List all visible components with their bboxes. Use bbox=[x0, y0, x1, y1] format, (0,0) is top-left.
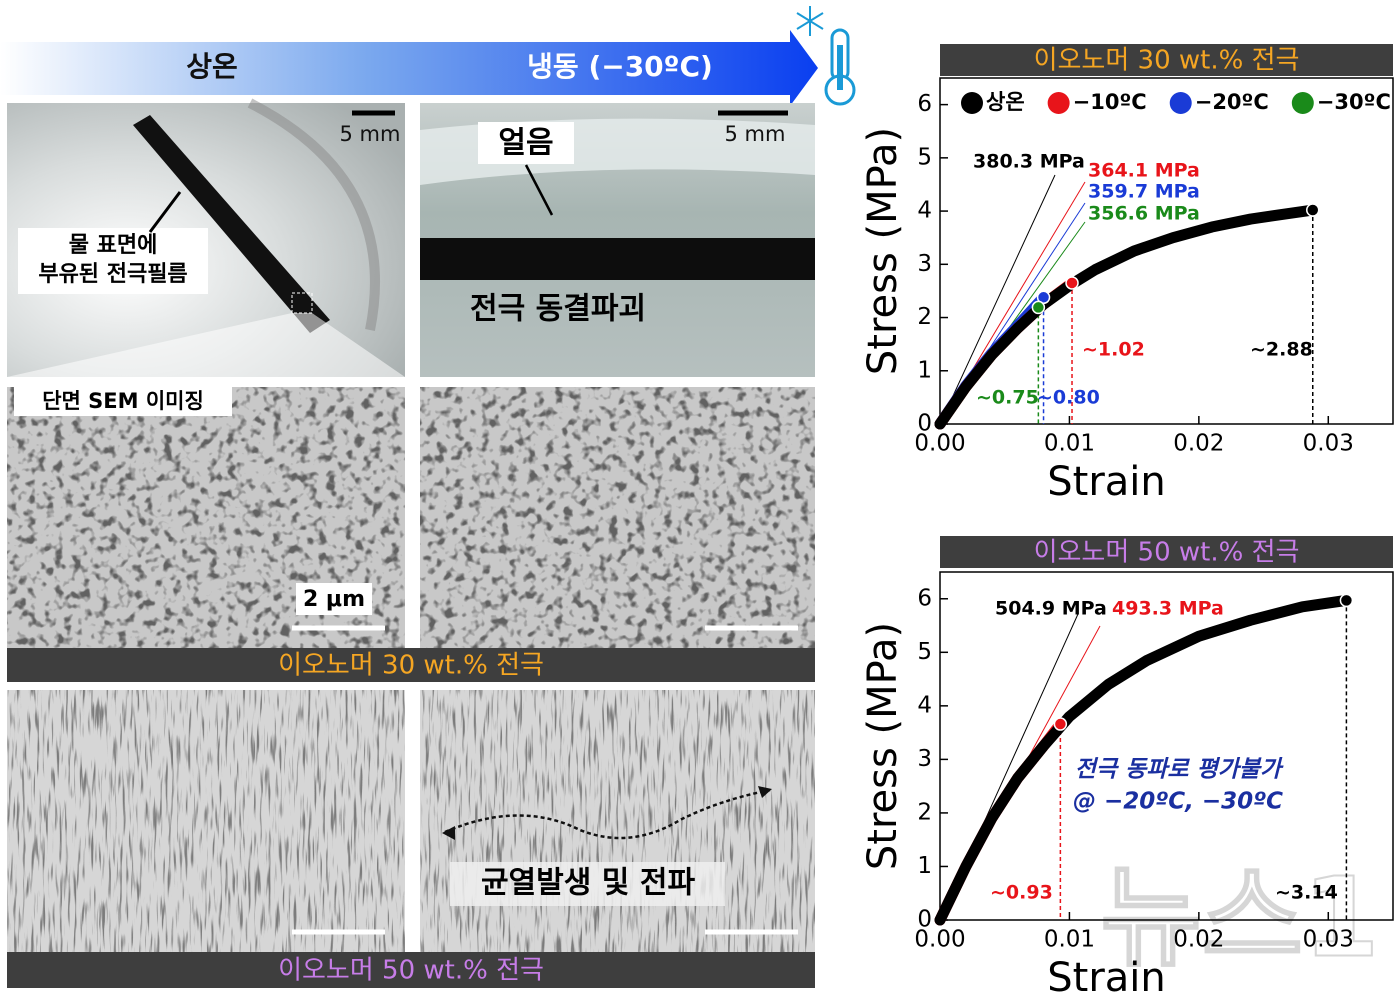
strain-label: ~3.14 bbox=[1275, 882, 1338, 904]
sem-label: 단면 SEM 이미징 bbox=[42, 389, 204, 413]
x-tick-label: 0.03 bbox=[1303, 431, 1354, 457]
modulus-line bbox=[939, 174, 1056, 425]
y-axis-label: Stress (MPa) bbox=[860, 622, 906, 870]
crack-label: 균열발생 및 전파 bbox=[481, 866, 695, 901]
pointer-arrow bbox=[148, 191, 182, 233]
band-label: 이오노머 30 wt.% 전극 bbox=[278, 651, 544, 681]
end-point bbox=[1339, 593, 1354, 608]
legend-label: −10ºC bbox=[1073, 90, 1147, 114]
legend-label: −20ºC bbox=[1195, 90, 1269, 114]
x-tick-label: 0.02 bbox=[1173, 927, 1224, 953]
chart-title: 이오노머 50 wt.% 전극 bbox=[1034, 538, 1300, 568]
modulus-label: 493.3 MPa bbox=[1112, 598, 1224, 620]
sem-scale-label: 2 μm bbox=[303, 587, 365, 612]
arrowhead bbox=[442, 826, 455, 840]
sem-scale-box bbox=[296, 583, 372, 615]
ice-label: 얼음 bbox=[498, 126, 553, 161]
y-tick-label: 4 bbox=[917, 692, 932, 718]
y-tick-label: 2 bbox=[917, 304, 932, 330]
caption-box bbox=[18, 228, 208, 294]
end-point bbox=[1065, 276, 1079, 290]
y-tick-label: 1 bbox=[917, 357, 932, 383]
electrode-film bbox=[133, 115, 330, 333]
legend-label: 상온 bbox=[986, 90, 1025, 114]
ice-label-box bbox=[478, 122, 574, 164]
y-tick-label: 1 bbox=[917, 853, 932, 879]
zoom-projection bbox=[7, 313, 405, 377]
scale-label: 5 mm bbox=[725, 122, 786, 146]
strain-label: ~2.88 bbox=[1250, 339, 1313, 361]
band bbox=[7, 648, 815, 682]
scale-label: 5 mm bbox=[340, 122, 401, 146]
x-tick-label: 0.01 bbox=[1044, 927, 1095, 953]
arrowhead bbox=[758, 786, 772, 798]
y-tick-label: 6 bbox=[917, 585, 932, 611]
chart-title-band bbox=[940, 536, 1393, 568]
note: @ −20ºC, −30ºC bbox=[1073, 789, 1283, 815]
banner-right: 냉동 (−30ºC) bbox=[527, 50, 713, 83]
series-line bbox=[934, 594, 1352, 926]
y-tick-label: 0 bbox=[917, 411, 932, 437]
sem-pores bbox=[420, 387, 815, 648]
y-tick-label: 3 bbox=[917, 251, 932, 277]
legend-label: −30ºC bbox=[1317, 90, 1391, 114]
y-tick-label: 4 bbox=[917, 198, 932, 224]
temperature-arrow bbox=[0, 30, 818, 106]
sem-pores bbox=[420, 690, 815, 952]
modulus-label: 504.9 MPa bbox=[995, 598, 1107, 620]
y-tick-label: 5 bbox=[917, 144, 932, 170]
x-tick-label: 0.00 bbox=[914, 431, 965, 457]
y-tick-label: 5 bbox=[917, 639, 932, 665]
fracture-label: 전극 동결파괴 bbox=[470, 292, 646, 327]
modulus-label: 359.7 MPa bbox=[1088, 181, 1200, 203]
crack-label-box bbox=[450, 862, 725, 906]
modulus-label: 364.1 MPa bbox=[1088, 160, 1200, 182]
y-tick-label: 2 bbox=[917, 799, 932, 825]
modulus-label: 356.6 MPa bbox=[1088, 203, 1200, 225]
strain-label: ~0.93 bbox=[990, 882, 1053, 904]
crack-path bbox=[444, 788, 771, 840]
legend-marker bbox=[1047, 92, 1070, 114]
sem-pores bbox=[7, 690, 405, 952]
x-tick-label: 0.03 bbox=[1303, 927, 1354, 953]
thermometer-icon bbox=[796, 6, 856, 106]
caption-line: 물 표면에 bbox=[69, 233, 158, 258]
x-tick-label: 0.01 bbox=[1044, 431, 1095, 457]
x-axis-label: Strain bbox=[1047, 459, 1166, 505]
plot-frame bbox=[939, 571, 1394, 921]
sem-label-box bbox=[14, 386, 232, 416]
watermark: 뉴스1 bbox=[1101, 853, 1380, 981]
modulus-label: 380.3 MPa bbox=[973, 151, 1085, 173]
chart-title: 이오노머 30 wt.% 전극 bbox=[1034, 46, 1300, 76]
caption-line: 부유된 전극필름 bbox=[38, 262, 187, 287]
legend-marker bbox=[1291, 92, 1314, 114]
end-point bbox=[1031, 300, 1046, 315]
plot-frame bbox=[939, 77, 1394, 425]
x-tick-label: 0.02 bbox=[1173, 431, 1224, 457]
banner-left: 상온 bbox=[186, 50, 238, 83]
y-tick-label: 0 bbox=[917, 907, 932, 933]
petri-dish bbox=[247, 98, 380, 331]
series-line bbox=[934, 204, 1319, 430]
strain-label: ~0.80 bbox=[1037, 387, 1100, 409]
y-tick-label: 3 bbox=[917, 746, 932, 772]
band-label: 이오노머 50 wt.% 전극 bbox=[278, 956, 544, 986]
note: 전극 동파로 평가불가 bbox=[1075, 757, 1284, 783]
end-point bbox=[1306, 203, 1320, 217]
y-tick-label: 6 bbox=[917, 91, 932, 117]
chart-title-band bbox=[940, 44, 1393, 76]
x-axis-label: Strain bbox=[1047, 955, 1166, 998]
legend-marker bbox=[1169, 92, 1192, 114]
y-axis-label: Stress (MPa) bbox=[860, 127, 906, 375]
frozen-film bbox=[420, 238, 815, 280]
strain-label: ~1.02 bbox=[1082, 339, 1145, 361]
pointer-arrow bbox=[524, 164, 554, 216]
end-point bbox=[1053, 717, 1068, 731]
x-tick-label: 0.00 bbox=[914, 927, 965, 953]
legend-marker bbox=[961, 92, 983, 114]
charts: 이오노머 30 wt.% 전극 0.00 0.01 0.02 0.03 0 1 2 3 4 5 6 St… bbox=[860, 44, 1394, 998]
strain-label: ~0.75 bbox=[976, 387, 1039, 409]
band bbox=[7, 952, 815, 988]
